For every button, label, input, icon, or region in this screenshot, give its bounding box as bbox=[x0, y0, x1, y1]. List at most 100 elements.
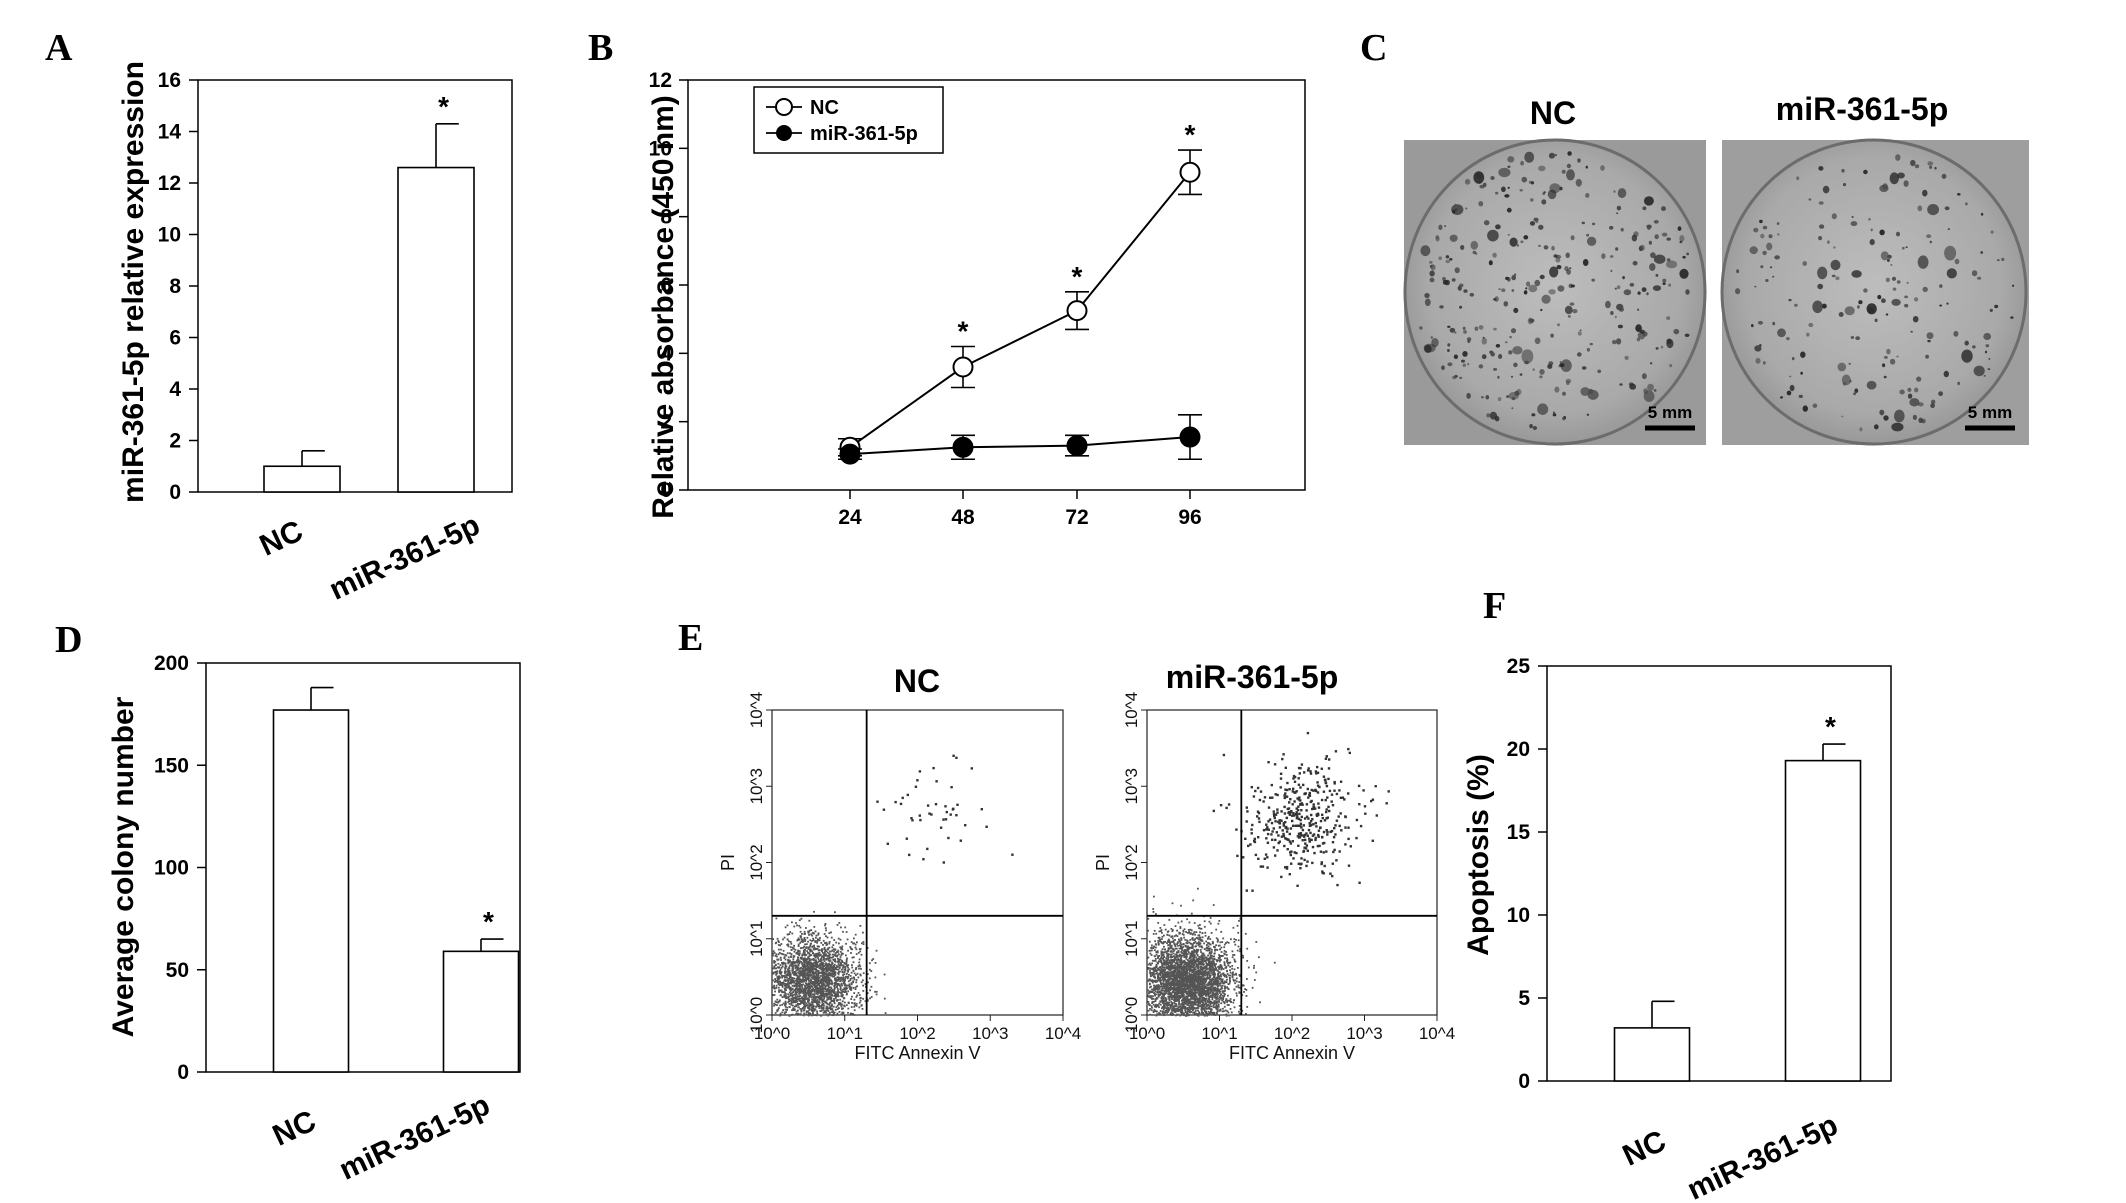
flow-nc-event bbox=[809, 990, 812, 992]
colony-dot-nc bbox=[1463, 330, 1467, 334]
colony-dot-nc bbox=[1462, 326, 1466, 330]
flow-nc-event bbox=[849, 947, 852, 949]
flow-nc-event bbox=[838, 991, 841, 994]
flow-nc-event bbox=[851, 966, 854, 969]
flow-nc-event bbox=[807, 985, 810, 988]
colony-dot-mir bbox=[1753, 227, 1759, 233]
flow-nc-event bbox=[852, 956, 855, 959]
flow-nc-event bbox=[809, 987, 812, 990]
flow-nc-event bbox=[849, 985, 851, 988]
flow-nc-event bbox=[804, 940, 806, 942]
flow-mir-event bbox=[1197, 1007, 1200, 1009]
colony-dot-mir bbox=[1831, 274, 1836, 278]
flow-nc-event bbox=[793, 950, 796, 953]
flow-nc-event bbox=[818, 1001, 821, 1004]
flow-nc-event bbox=[835, 977, 837, 980]
panel-a-bar bbox=[397, 166, 475, 493]
colony-dot-mir bbox=[1879, 184, 1889, 193]
flow-nc-event bbox=[780, 948, 782, 951]
flow-nc-event bbox=[824, 948, 827, 951]
flow-mir-event bbox=[1149, 962, 1151, 965]
flow-nc-event bbox=[810, 988, 813, 991]
colony-dot-nc bbox=[1543, 245, 1549, 250]
flow-mir-event bbox=[1223, 962, 1226, 965]
flow-nc-event bbox=[835, 995, 838, 998]
flow-nc-event bbox=[847, 966, 849, 969]
flow-mir-event bbox=[1222, 955, 1224, 957]
flow-nc-event bbox=[833, 950, 835, 953]
flow-nc-event bbox=[837, 972, 839, 974]
flow-nc-event bbox=[821, 987, 824, 989]
flow-nc-event bbox=[822, 965, 825, 968]
colony-dot-nc bbox=[1461, 359, 1465, 363]
colony-dot-nc bbox=[1552, 413, 1557, 417]
flow-nc-event bbox=[833, 971, 836, 973]
flow-nc-event bbox=[779, 981, 782, 984]
flow-nc-event bbox=[795, 1010, 798, 1013]
flow-nc-event bbox=[810, 984, 813, 987]
flow-mir-event bbox=[1179, 942, 1182, 945]
flow-nc-event bbox=[778, 1000, 781, 1003]
flow-nc-event bbox=[797, 998, 800, 1001]
flow-nc-event bbox=[803, 994, 806, 996]
flow-nc-event bbox=[792, 947, 795, 950]
colony-dot-mir bbox=[1755, 357, 1761, 364]
colony-dot-nc bbox=[1513, 273, 1517, 277]
flow-nc-event bbox=[858, 948, 861, 950]
flow-nc-event bbox=[817, 972, 820, 974]
colony-dot-nc bbox=[1438, 256, 1442, 261]
flow-mir-event bbox=[1175, 1014, 1177, 1017]
flow-nc-event bbox=[808, 967, 810, 970]
flow-title-mir: miR-361-5p bbox=[1166, 659, 1339, 695]
flow-mir-event bbox=[1179, 1014, 1182, 1017]
colony-dot-mir bbox=[1786, 390, 1792, 396]
flow-nc-event bbox=[809, 971, 812, 973]
flow-nc-event bbox=[808, 988, 811, 991]
colony-dot-mir bbox=[1842, 183, 1847, 187]
flow-mir-event bbox=[1190, 912, 1193, 915]
flow-nc-event bbox=[821, 990, 823, 993]
flow-nc-event bbox=[844, 969, 847, 972]
flow-nc-event bbox=[947, 836, 950, 840]
flow-nc-event bbox=[830, 936, 833, 939]
flow-nc-event bbox=[850, 986, 853, 989]
flow-nc-event bbox=[775, 967, 778, 970]
flow-nc-event bbox=[819, 996, 822, 999]
flow-nc-event bbox=[803, 992, 805, 995]
flow-nc-event bbox=[810, 954, 813, 956]
flow-mir-event bbox=[1149, 1008, 1151, 1010]
flow-mir-event bbox=[1233, 941, 1236, 943]
flow-mir-event bbox=[1168, 966, 1171, 969]
flow-nc-event bbox=[814, 953, 816, 956]
flow-nc-event bbox=[805, 1002, 808, 1005]
colony-dot-nc bbox=[1537, 403, 1549, 416]
flow-nc-event bbox=[797, 959, 800, 961]
flow-nc-event bbox=[800, 947, 803, 949]
flow-mir-event bbox=[1176, 951, 1179, 954]
flow-nc-event bbox=[850, 998, 853, 1000]
flow-mir-event bbox=[1203, 957, 1206, 960]
flow-mir-event bbox=[1174, 971, 1177, 974]
flow-nc-event bbox=[773, 1002, 776, 1005]
flow-mir-event bbox=[1218, 954, 1220, 956]
flow-nc-event bbox=[817, 953, 820, 955]
flow-mir-event bbox=[1163, 956, 1166, 958]
flow-nc-event bbox=[843, 984, 846, 987]
flow-nc-event bbox=[824, 923, 827, 925]
colony-dot-nc bbox=[1649, 362, 1653, 365]
flow-mir-event bbox=[1234, 979, 1237, 982]
flow-nc-event bbox=[779, 989, 781, 992]
flow-nc-event bbox=[830, 974, 833, 976]
flow-nc-event bbox=[817, 957, 819, 959]
flow-mir-event bbox=[1155, 1014, 1158, 1017]
flow-nc-event bbox=[866, 999, 869, 1002]
flow-nc-event bbox=[793, 989, 795, 992]
flow-nc-event bbox=[835, 954, 838, 957]
flow-nc-event bbox=[796, 998, 798, 1001]
flow-nc-event bbox=[847, 1007, 850, 1010]
flow-nc-event bbox=[843, 973, 845, 976]
flow-nc-event bbox=[807, 986, 809, 989]
flow-mir-event bbox=[1177, 951, 1180, 954]
flow-nc-event bbox=[787, 956, 790, 959]
flow-nc-event bbox=[814, 956, 817, 959]
